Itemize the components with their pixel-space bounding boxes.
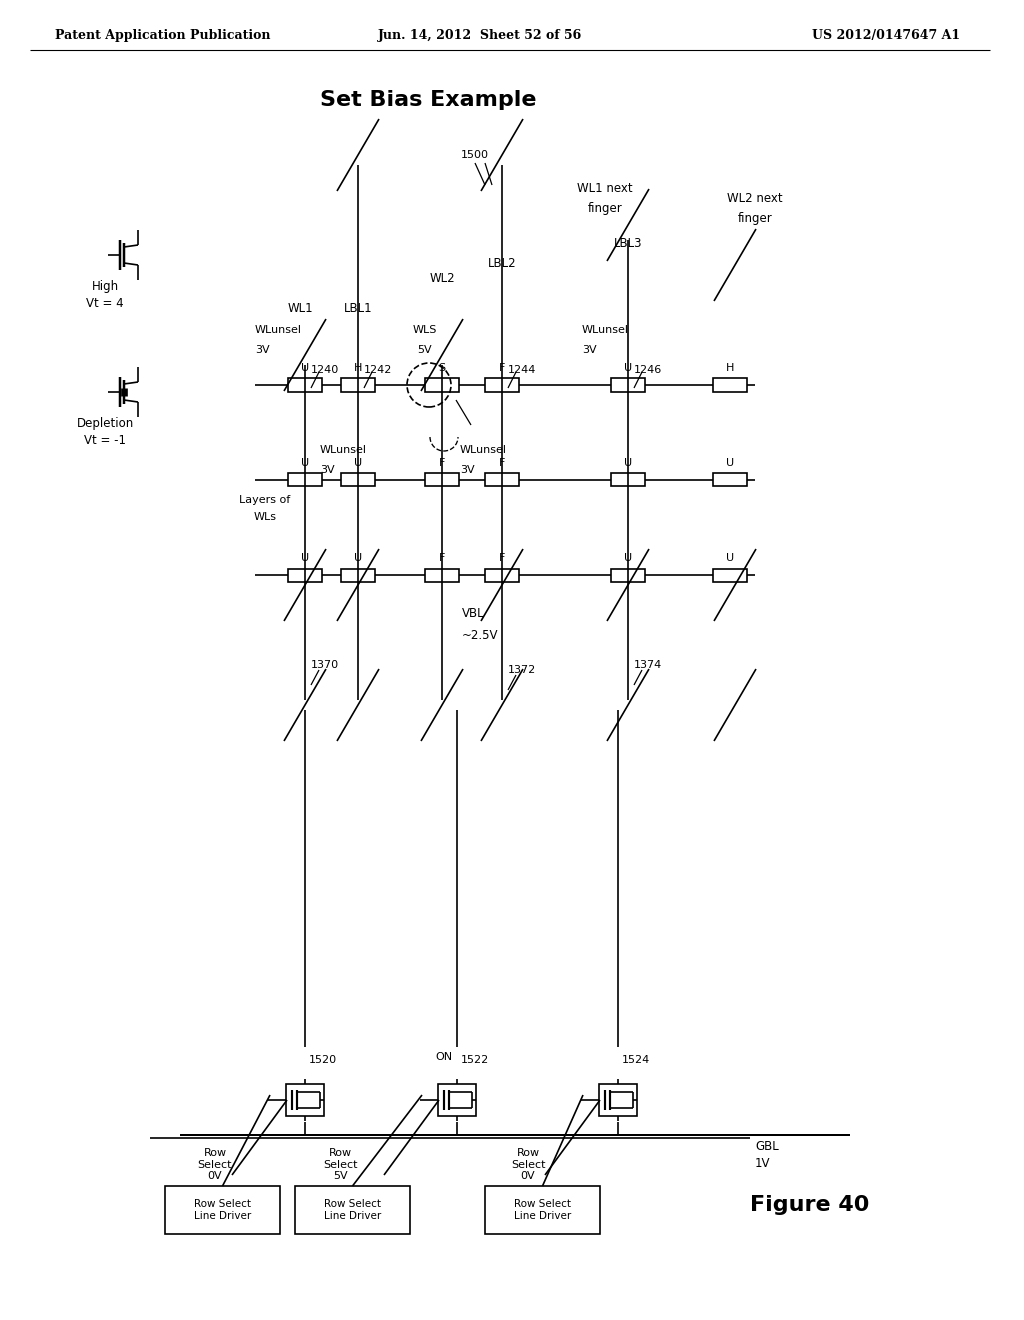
Text: ~2.5V: ~2.5V xyxy=(462,630,499,642)
Text: WLunsel: WLunsel xyxy=(255,325,302,335)
Text: Vt = 4: Vt = 4 xyxy=(86,297,124,310)
Text: VBL: VBL xyxy=(462,607,484,620)
Bar xyxy=(425,569,459,582)
Bar xyxy=(599,1084,637,1115)
Text: finger: finger xyxy=(737,213,772,224)
Text: WLs: WLs xyxy=(254,512,276,521)
Bar xyxy=(341,379,375,392)
Text: Row
Select
0V: Row Select 0V xyxy=(511,1148,545,1181)
Text: U: U xyxy=(354,458,362,469)
Text: Layers of: Layers of xyxy=(240,495,291,506)
Bar xyxy=(611,569,645,582)
Text: LBL3: LBL3 xyxy=(613,238,642,249)
Bar xyxy=(713,474,746,487)
Bar xyxy=(485,474,519,487)
Bar xyxy=(485,379,519,392)
Text: Set Bias Example: Set Bias Example xyxy=(319,90,537,110)
Text: 1500: 1500 xyxy=(461,150,489,160)
Text: 1520: 1520 xyxy=(309,1055,337,1065)
Text: Figure 40: Figure 40 xyxy=(750,1195,869,1214)
Text: LBL2: LBL2 xyxy=(487,257,516,271)
Text: 3V: 3V xyxy=(582,345,597,355)
Bar xyxy=(288,379,322,392)
Text: 5V: 5V xyxy=(418,345,432,355)
Bar xyxy=(425,379,459,392)
Text: High: High xyxy=(91,280,119,293)
Text: 1246: 1246 xyxy=(634,366,663,375)
Bar xyxy=(288,569,322,582)
Text: S: S xyxy=(438,363,445,374)
Bar xyxy=(341,569,375,582)
Text: Jun. 14, 2012  Sheet 52 of 56: Jun. 14, 2012 Sheet 52 of 56 xyxy=(378,29,582,41)
Text: Patent Application Publication: Patent Application Publication xyxy=(55,29,270,41)
Bar xyxy=(485,1185,600,1234)
Text: U: U xyxy=(301,458,309,469)
Text: 1524: 1524 xyxy=(622,1055,650,1065)
Bar xyxy=(425,474,459,487)
Text: WLunsel: WLunsel xyxy=(460,445,507,455)
Text: 3V: 3V xyxy=(319,465,335,475)
Text: U: U xyxy=(624,553,632,564)
Bar xyxy=(288,474,322,487)
Bar xyxy=(165,1185,280,1234)
Text: U: U xyxy=(624,363,632,374)
Text: WL1: WL1 xyxy=(287,302,312,315)
Text: U: U xyxy=(354,553,362,564)
Text: US 2012/0147647 A1: US 2012/0147647 A1 xyxy=(812,29,961,41)
Text: 1372: 1372 xyxy=(508,665,537,675)
Text: WLunsel: WLunsel xyxy=(582,325,629,335)
Bar xyxy=(485,569,519,582)
Bar xyxy=(713,379,746,392)
Text: 1244: 1244 xyxy=(508,366,537,375)
Text: WLunsel: WLunsel xyxy=(319,445,367,455)
Text: 1V: 1V xyxy=(755,1158,770,1170)
Bar xyxy=(713,569,746,582)
Text: Row
Select
5V: Row Select 5V xyxy=(323,1148,357,1181)
Text: 1240: 1240 xyxy=(311,366,339,375)
Bar xyxy=(295,1185,410,1234)
Bar xyxy=(611,379,645,392)
Text: U: U xyxy=(726,458,734,469)
Bar xyxy=(611,474,645,487)
Text: Row Select
Line Driver: Row Select Line Driver xyxy=(324,1199,381,1221)
Text: 3V: 3V xyxy=(255,345,269,355)
Text: WL2: WL2 xyxy=(429,272,455,285)
Text: F: F xyxy=(499,553,505,564)
Text: 1374: 1374 xyxy=(634,660,663,671)
Text: Depletion: Depletion xyxy=(77,417,133,430)
Text: H: H xyxy=(726,363,734,374)
Text: U: U xyxy=(624,458,632,469)
Text: Row
Select
0V: Row Select 0V xyxy=(198,1148,232,1181)
Text: finger: finger xyxy=(588,202,623,215)
Text: F: F xyxy=(439,553,445,564)
Text: Vt = -1: Vt = -1 xyxy=(84,434,126,447)
Bar xyxy=(438,1084,476,1115)
Text: 1370: 1370 xyxy=(311,660,339,671)
Text: U: U xyxy=(301,363,309,374)
Text: F: F xyxy=(439,458,445,469)
Text: WLS: WLS xyxy=(413,325,437,335)
Text: ON: ON xyxy=(435,1052,452,1063)
Bar xyxy=(286,1084,324,1115)
Text: GBL: GBL xyxy=(755,1140,778,1152)
Text: WL2 next: WL2 next xyxy=(727,191,782,205)
Text: 1242: 1242 xyxy=(364,366,392,375)
Text: WL1 next: WL1 next xyxy=(578,182,633,195)
Text: F: F xyxy=(499,363,505,374)
Text: Row Select
Line Driver: Row Select Line Driver xyxy=(194,1199,251,1221)
Text: U: U xyxy=(301,553,309,564)
Bar xyxy=(341,474,375,487)
Text: Row Select
Line Driver: Row Select Line Driver xyxy=(514,1199,571,1221)
Text: U: U xyxy=(726,553,734,564)
Text: F: F xyxy=(499,458,505,469)
Text: H: H xyxy=(354,363,362,374)
Text: LBL1: LBL1 xyxy=(344,302,373,315)
Text: 3V: 3V xyxy=(460,465,475,475)
Text: 1522: 1522 xyxy=(461,1055,489,1065)
